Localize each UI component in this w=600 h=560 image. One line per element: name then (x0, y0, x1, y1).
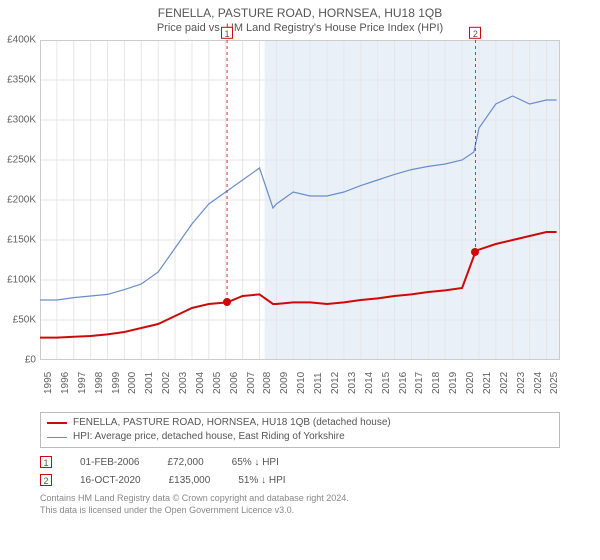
sale-marker-1: 1 (40, 456, 52, 468)
legend-row-hpi: HPI: Average price, detached house, East… (47, 430, 553, 444)
x-tick-label: 1997 (77, 372, 88, 394)
license-line1: Contains HM Land Registry data © Crown c… (40, 492, 560, 504)
x-tick-label: 2004 (195, 372, 206, 394)
chart-footer: FENELLA, PASTURE ROAD, HORNSEA, HU18 1QB… (40, 412, 560, 516)
y-tick-label: £400K (7, 35, 36, 46)
x-tick-label: 2009 (279, 372, 290, 394)
x-tick-label: 2020 (465, 372, 476, 394)
y-tick-label: £250K (7, 155, 36, 166)
page-subtitle: Price paid vs. HM Land Registry's House … (0, 20, 600, 40)
x-tick-label: 2023 (516, 372, 527, 394)
x-tick-label: 2008 (262, 372, 273, 394)
x-tick-label: 2014 (364, 372, 375, 394)
sale-price-1: £72,000 (167, 457, 203, 468)
legend-swatch-hpi (47, 437, 67, 438)
page-title: FENELLA, PASTURE ROAD, HORNSEA, HU18 1QB (0, 0, 600, 20)
x-tick-label: 2015 (381, 372, 392, 394)
x-tick-label: 2012 (330, 372, 341, 394)
x-tick-label: 2024 (533, 372, 544, 394)
x-tick-label: 2010 (296, 372, 307, 394)
x-tick-label: 2002 (161, 372, 172, 394)
x-tick-label: 2021 (482, 372, 493, 394)
x-tick-label: 2006 (229, 372, 240, 394)
y-tick-label: £300K (7, 115, 36, 126)
sale-delta-2: 51% ↓ HPI (238, 475, 285, 486)
legend: FENELLA, PASTURE ROAD, HORNSEA, HU18 1QB… (40, 412, 560, 448)
x-tick-label: 2022 (499, 372, 510, 394)
x-tick-label: 2011 (313, 372, 324, 394)
x-tick-label: 2007 (246, 372, 257, 394)
sale-row-1: 1 01-FEB-2006 £72,000 65% ↓ HPI (40, 456, 560, 468)
sale-dot (471, 248, 479, 256)
x-tick-label: 2013 (347, 372, 358, 394)
license-line2: This data is licensed under the Open Gov… (40, 504, 560, 516)
legend-swatch-property (47, 422, 67, 424)
sale-delta-1: 65% ↓ HPI (232, 457, 279, 468)
y-axis-labels: £0£50K£100K£150K£200K£250K£300K£350K£400… (0, 40, 38, 360)
x-tick-label: 1999 (111, 372, 122, 394)
x-tick-label: 2019 (448, 372, 459, 394)
chart-area: £0£50K£100K£150K£200K£250K£300K£350K£400… (40, 40, 600, 400)
legend-label-hpi: HPI: Average price, detached house, East… (73, 430, 345, 444)
x-tick-label: 2000 (127, 372, 138, 394)
x-tick-label: 1995 (43, 372, 54, 394)
chart-container: FENELLA, PASTURE ROAD, HORNSEA, HU18 1QB… (0, 0, 600, 560)
y-tick-label: £150K (7, 235, 36, 246)
sale-date-2: 16-OCT-2020 (80, 475, 141, 486)
x-tick-label: 2025 (549, 372, 560, 394)
x-tick-label: 1998 (94, 372, 105, 394)
y-tick-label: £100K (7, 275, 36, 286)
y-tick-label: £0 (25, 355, 36, 366)
x-tick-label: 2005 (212, 372, 223, 394)
x-tick-label: 2018 (431, 372, 442, 394)
license-text: Contains HM Land Registry data © Crown c… (40, 492, 560, 516)
y-tick-label: £50K (13, 315, 36, 326)
x-tick-label: 2003 (178, 372, 189, 394)
x-axis-labels: 1995 1996 1997 1998 1999 2000 2001 2002 2003 2004… (40, 364, 560, 404)
legend-row-property: FENELLA, PASTURE ROAD, HORNSEA, HU18 1QB… (47, 416, 553, 430)
x-tick-label: 2017 (414, 372, 425, 394)
y-tick-label: £350K (7, 75, 36, 86)
chart-sale-marker: 2 (469, 27, 481, 39)
sale-price-2: £135,000 (169, 475, 211, 486)
sale-date-1: 01-FEB-2006 (80, 457, 139, 468)
chart-sale-marker: 1 (221, 27, 233, 39)
x-tick-label: 1996 (60, 372, 71, 394)
x-tick-label: 2016 (398, 372, 409, 394)
y-tick-label: £200K (7, 195, 36, 206)
legend-label-property: FENELLA, PASTURE ROAD, HORNSEA, HU18 1QB… (73, 416, 391, 430)
sale-dot (223, 298, 231, 306)
sale-marker-2: 2 (40, 474, 52, 486)
sale-row-2: 2 16-OCT-2020 £135,000 51% ↓ HPI (40, 474, 560, 486)
chart-plot (40, 40, 560, 360)
x-tick-label: 2001 (144, 372, 155, 394)
